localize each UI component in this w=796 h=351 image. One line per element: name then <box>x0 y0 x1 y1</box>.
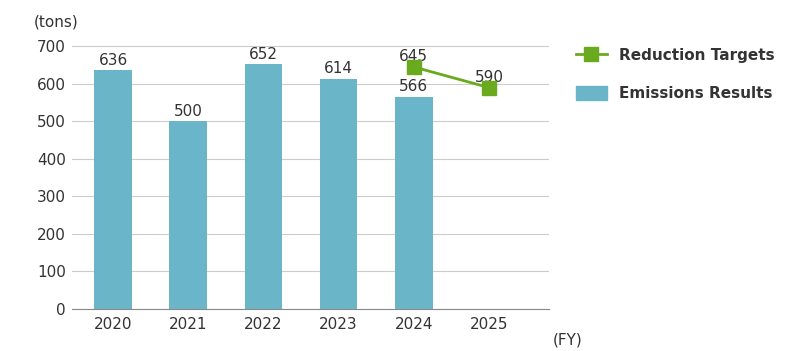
Text: 500: 500 <box>174 104 203 119</box>
Text: 614: 614 <box>324 61 353 76</box>
Text: (FY): (FY) <box>553 332 583 347</box>
Bar <box>395 97 433 309</box>
Legend: Reduction Targets, Emissions Results: Reduction Targets, Emissions Results <box>576 48 775 101</box>
Text: 652: 652 <box>249 47 278 62</box>
Text: 636: 636 <box>99 53 127 68</box>
Bar <box>244 64 283 309</box>
Bar <box>94 70 132 309</box>
Text: 645: 645 <box>400 49 428 64</box>
Text: 590: 590 <box>474 69 504 85</box>
Text: (tons): (tons) <box>33 15 78 29</box>
Bar <box>170 121 207 309</box>
Bar <box>320 79 357 309</box>
Text: 566: 566 <box>400 79 428 94</box>
